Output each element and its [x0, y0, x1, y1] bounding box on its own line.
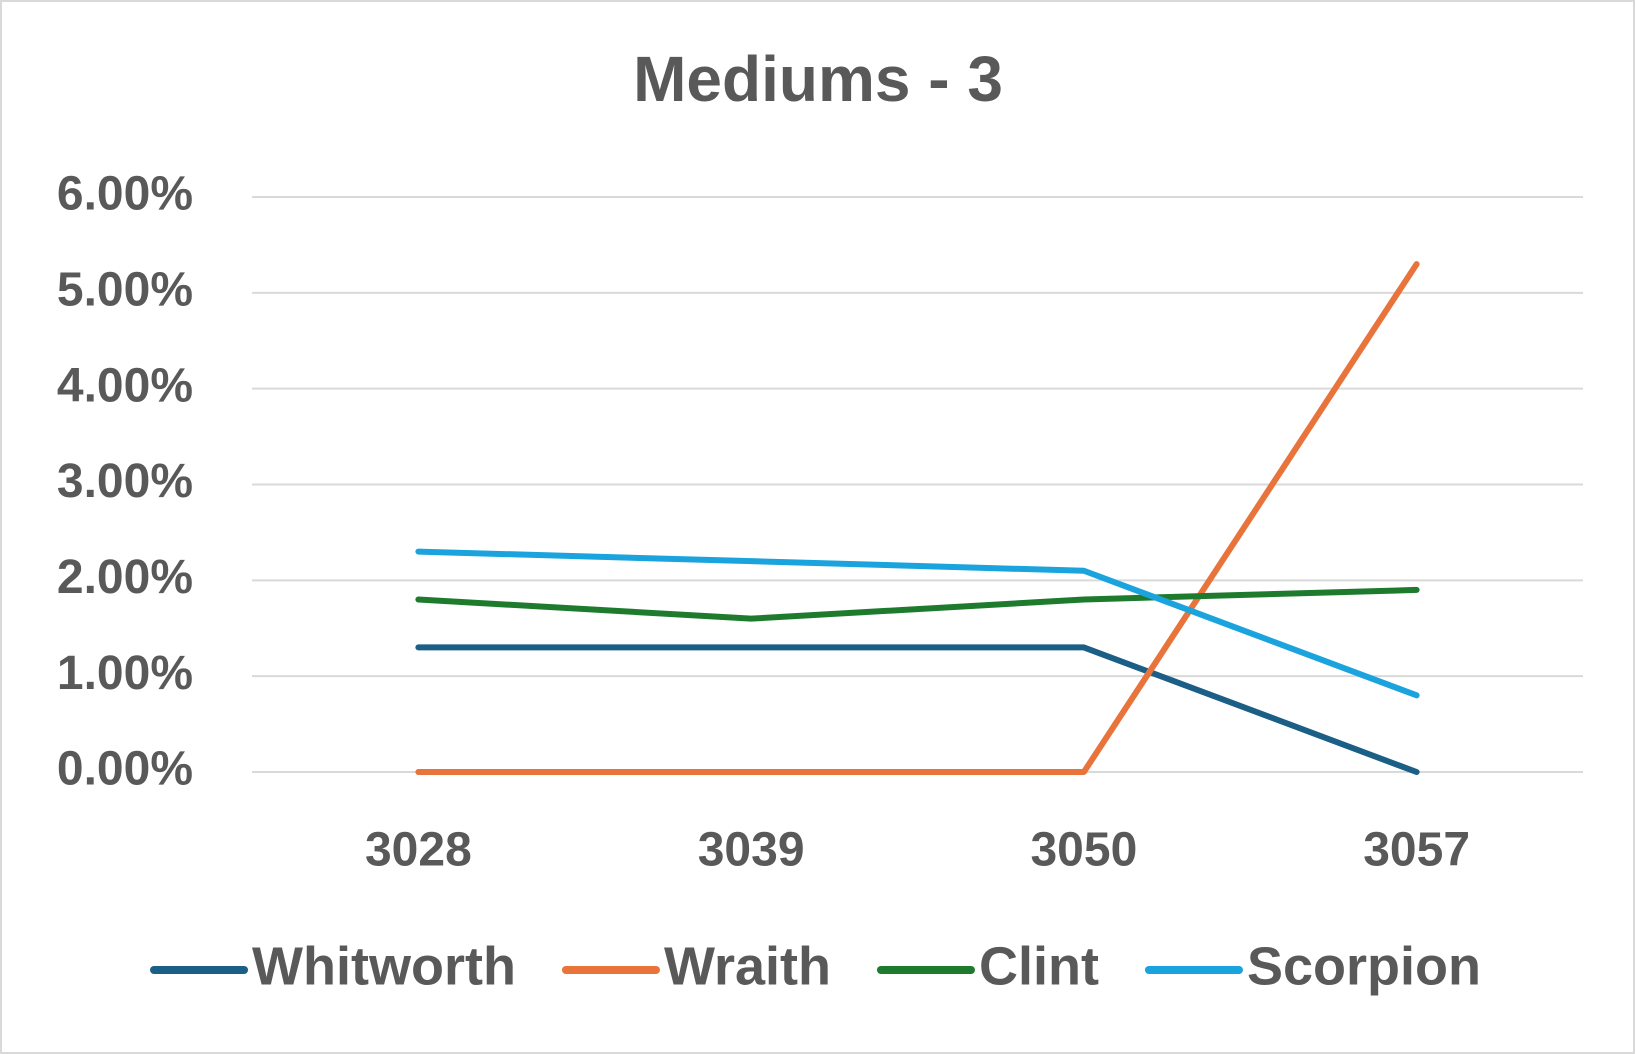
series-line	[415, 548, 1420, 699]
legend-label: Clint	[979, 936, 1099, 996]
x-tick-label: 3050	[1030, 824, 1137, 877]
series-line	[415, 644, 1420, 775]
y-tick-label: 1.00%	[57, 647, 193, 700]
y-tick-label: 0.00%	[57, 743, 193, 796]
legend-label: Whitworth	[252, 936, 516, 996]
y-tick-label: 5.00%	[57, 264, 193, 317]
chart-title: Mediums - 3	[633, 43, 1003, 115]
legend-label: Wraith	[664, 936, 831, 996]
x-tick-label: 3039	[698, 824, 805, 877]
y-tick-label: 3.00%	[57, 455, 193, 508]
y-tick-label: 2.00%	[57, 551, 193, 604]
series-line	[415, 586, 1420, 622]
series-line	[415, 261, 1420, 775]
x-tick-label: 3028	[365, 824, 472, 877]
legend-label: Scorpion	[1247, 936, 1481, 996]
x-tick-label: 3057	[1363, 824, 1470, 877]
y-tick-label: 6.00%	[57, 168, 193, 221]
y-tick-label: 4.00%	[57, 359, 193, 412]
